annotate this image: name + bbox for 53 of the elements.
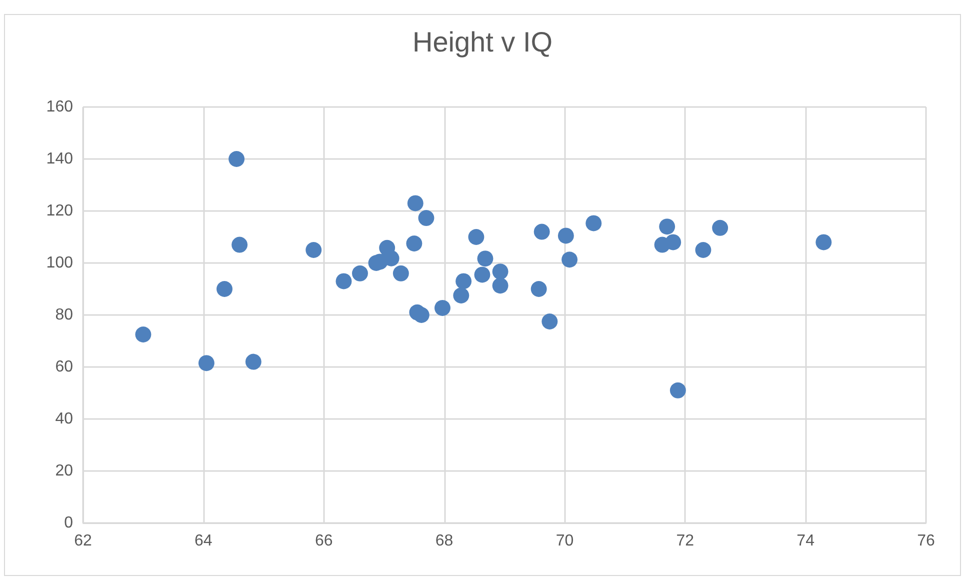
point	[135, 326, 152, 342]
y-tick-label: 140	[46, 150, 74, 168]
point	[474, 266, 490, 283]
point	[383, 250, 400, 266]
y-tick-label: 100	[46, 254, 74, 272]
x-tick-label: 64	[194, 532, 212, 550]
point	[530, 281, 547, 297]
x-tick-label: 76	[917, 532, 935, 550]
point	[492, 264, 508, 280]
point	[216, 281, 233, 297]
point	[659, 218, 676, 235]
point	[477, 250, 494, 267]
y-tick-label: 40	[55, 410, 74, 428]
point	[492, 278, 508, 294]
point	[352, 265, 368, 282]
point	[392, 265, 409, 282]
point	[407, 195, 424, 212]
point	[406, 236, 422, 252]
point	[468, 229, 484, 245]
y-tick-label: 60	[55, 358, 74, 376]
point	[418, 210, 434, 226]
point	[434, 300, 450, 316]
point	[534, 224, 550, 240]
point	[562, 252, 578, 268]
point	[670, 382, 686, 398]
x-tick-label: 68	[435, 532, 454, 550]
point	[245, 354, 262, 370]
y-tick-label: 120	[46, 202, 74, 220]
point	[542, 314, 558, 330]
point	[198, 355, 214, 372]
point	[558, 228, 574, 244]
point	[456, 273, 472, 290]
point	[232, 236, 248, 253]
chart-title: Height v IQ	[412, 26, 553, 58]
x-tick-label: 74	[796, 532, 815, 550]
point	[695, 242, 712, 258]
y-tick-label: 20	[55, 462, 74, 480]
y-tick-label: 80	[55, 306, 74, 324]
point	[336, 273, 352, 290]
point	[413, 307, 430, 323]
point	[712, 220, 728, 236]
x-tick-label: 72	[676, 532, 694, 550]
x-tick-label: 66	[314, 532, 333, 550]
point	[453, 288, 470, 304]
x-tick-label: 62	[74, 532, 92, 550]
y-tick-label: 160	[46, 98, 74, 116]
point	[586, 215, 602, 232]
point	[816, 234, 832, 250]
x-tick-label: 70	[556, 532, 574, 550]
y-tick-label: 0	[64, 514, 74, 532]
point	[665, 234, 682, 250]
point	[306, 242, 322, 258]
point	[228, 151, 245, 167]
